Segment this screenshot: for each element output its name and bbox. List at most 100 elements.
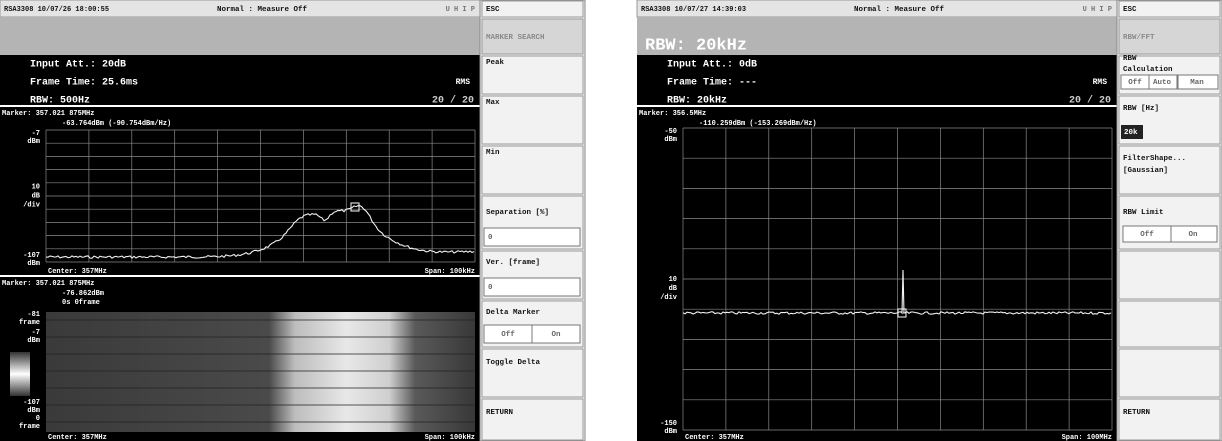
menu-field[interactable]: [483, 227, 581, 247]
menu-button[interactable]: [481, 95, 584, 145]
detector: RMS: [456, 78, 471, 87]
menu-label[interactable]: Auto: [1153, 79, 1172, 87]
menu-label[interactable]: On: [1188, 231, 1198, 239]
menu-label[interactable]: RBW Limit: [1123, 209, 1164, 217]
menu-label[interactable]: Min: [486, 149, 500, 157]
menu-label[interactable]: Off: [1128, 79, 1142, 87]
y-ref-label: -50: [664, 128, 677, 136]
color-ref-label: dBm: [27, 337, 40, 345]
menu-label[interactable]: RETURN: [1123, 409, 1150, 417]
input-att: Input Att.: 20dB: [30, 59, 126, 71]
trace: [45, 205, 475, 259]
menu-label[interactable]: FilterShape...: [1123, 155, 1186, 163]
menu-field[interactable]: [531, 324, 581, 344]
menu-label[interactable]: Off: [1140, 231, 1154, 239]
menu-button[interactable]: [1118, 0, 1221, 18]
frame-time: Frame Time: 25.6ms: [30, 77, 138, 89]
menu-field[interactable]: [483, 277, 581, 297]
center-frequency: Center: 357MHz: [685, 434, 744, 441]
input-att: Input Att.: 0dB: [667, 59, 757, 71]
menu-label[interactable]: Delta Marker: [486, 309, 540, 317]
menu-label[interactable]: Off: [501, 331, 515, 339]
spectrogram-center: Center: 357MHz: [48, 434, 107, 441]
menu-label[interactable]: Toggle Delta: [486, 359, 541, 367]
menu-button[interactable]: [1118, 398, 1221, 441]
y-ref-label: dBm: [27, 138, 40, 146]
y-scale-label: dB: [669, 285, 678, 293]
plot-area: [0, 107, 480, 275]
menu-field[interactable]: [1177, 74, 1219, 90]
menu-button[interactable]: [1118, 300, 1221, 348]
menu-label[interactable]: 20k: [1124, 129, 1138, 137]
menu-label: MARKER SEARCH: [486, 34, 545, 42]
menu-button[interactable]: [481, 348, 584, 398]
menu-label[interactable]: RETURN: [486, 409, 513, 417]
menu-label[interactable]: Ver. [frame]: [486, 259, 540, 267]
y-bottom-label: dBm: [664, 428, 677, 436]
y-scale-label: dB: [32, 193, 41, 201]
y-ref-label: -7: [32, 130, 40, 138]
menu-label[interactable]: [Gaussian]: [1123, 167, 1168, 175]
frame-time: Frame Time: ---: [667, 77, 757, 89]
marker-frequency: Marker: 357.021 875MHz: [2, 110, 94, 118]
y-bottom-label: -107: [23, 252, 40, 260]
spectrogram-reading: -76.862dBm: [62, 290, 104, 298]
y-scale-label: /div: [660, 294, 678, 302]
center-frequency: Center: 357MHz: [48, 268, 107, 276]
trace: [682, 269, 1112, 315]
menu-button[interactable]: [481, 398, 584, 441]
menu-button[interactable]: [1118, 348, 1221, 398]
marker-reading: -63.764dBm (-90.754dBm/Hz): [62, 120, 171, 128]
rbw: RBW: 20kHz: [667, 95, 727, 107]
menu-button[interactable]: [481, 145, 584, 195]
menu-label[interactable]: RBW [Hz]: [1123, 105, 1159, 113]
y-scale-label: /div: [23, 202, 41, 210]
y-bottom-label: -150: [660, 420, 677, 428]
menu-label[interactable]: Max: [486, 99, 500, 107]
menu-label[interactable]: On: [551, 331, 561, 339]
menu-label[interactable]: RBW: [1123, 55, 1137, 63]
menu-button: [1118, 18, 1221, 55]
menu-button[interactable]: [481, 0, 584, 18]
menu-button: [481, 18, 584, 55]
menu-label[interactable]: Man: [1190, 79, 1204, 87]
menu-button[interactable]: [1118, 250, 1221, 300]
status-flags: U H I P: [1083, 6, 1112, 14]
analyzer-screen: RSA3308 10/07/26 18:00:55 Normal : Measur…: [0, 0, 586, 441]
trace-count: 20 / 20: [1069, 95, 1111, 107]
y-ref-label: dBm: [664, 136, 677, 144]
menu-label[interactable]: ESC: [1123, 6, 1137, 14]
y-scale-label: 10: [669, 276, 677, 284]
menu-button[interactable]: [481, 55, 584, 95]
spectrogram-marker: Marker: 357.021 875MHz: [2, 280, 94, 288]
trace-count: 20 / 20: [432, 95, 474, 107]
color-bar: [10, 352, 30, 396]
menu-label[interactable]: 0: [488, 284, 493, 292]
menu-label[interactable]: Peak: [486, 59, 505, 67]
spectrogram-image: [46, 312, 475, 432]
color-bottom-label: dBm: [27, 407, 40, 415]
banner: [0, 17, 480, 55]
menu-field[interactable]: [1148, 74, 1178, 90]
plot-area: [637, 107, 1117, 441]
frame-top-label: -81: [27, 311, 40, 319]
menu-field[interactable]: [1170, 225, 1218, 243]
spectrogram-time: 0s 0frame: [62, 299, 100, 307]
spectrogram-span: Span: 100kHz: [425, 434, 475, 441]
status-timestamp: RSA3308 10/07/26 18:00:55: [4, 6, 109, 14]
marker-box: [350, 202, 360, 212]
color-bottom-label: -107: [23, 399, 40, 407]
menu-label[interactable]: 0: [488, 234, 493, 242]
menu-button[interactable]: [1118, 145, 1221, 195]
menu-label[interactable]: Calculation: [1123, 66, 1173, 74]
status-flags: U H I P: [446, 6, 475, 14]
menu-label: RBW/FFT: [1123, 34, 1155, 42]
menu-label[interactable]: ESC: [486, 6, 500, 14]
y-scale-label: 10: [32, 184, 40, 192]
menu-field[interactable]: [1121, 125, 1143, 139]
menu-label[interactable]: Separation [%]: [486, 209, 549, 217]
y-bottom-label: dBm: [27, 260, 40, 268]
banner: [637, 17, 1117, 55]
